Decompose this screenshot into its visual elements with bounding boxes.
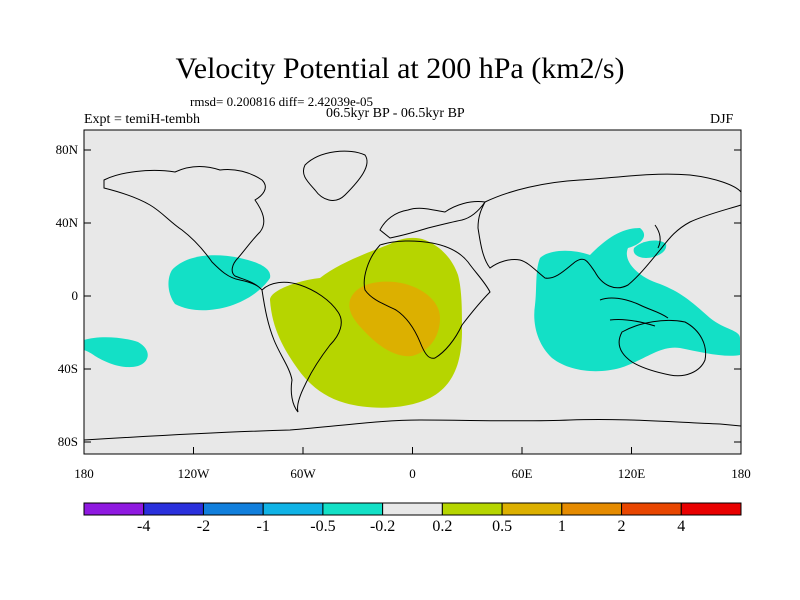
negative-region-japan (633, 240, 667, 258)
colorbar-label: 0.2 (432, 518, 453, 535)
negative-region-pacific-south (84, 337, 148, 368)
period-label: 06.5kyr BP - 06.5kyr BP (326, 106, 465, 121)
lat-label-40n: 40N (55, 215, 78, 230)
coast-asia (477, 173, 742, 289)
coastlines (83, 150, 742, 441)
coast-greenland (302, 150, 368, 201)
lat-label-0: 0 (71, 288, 79, 303)
lat-label-80s: 80S (57, 434, 78, 449)
colorbar-label: 0.5 (492, 518, 513, 535)
coast-indonesia (599, 297, 669, 327)
colorbar-box (202, 502, 264, 516)
lon-label-60e: 60E (511, 466, 533, 481)
colorbar-box (680, 502, 742, 516)
colorbar-box (561, 502, 623, 516)
season-label: DJF (710, 112, 734, 127)
colorbar-label: 2 (617, 518, 626, 535)
stats-label: rmsd= 0.200816 diff= 2.42039e-05 (190, 94, 374, 109)
colorbar-box (501, 502, 563, 516)
colorbar-label: 1 (557, 518, 566, 535)
colorbar-label: -2 (196, 518, 211, 535)
lon-label-120e: 120E (617, 466, 646, 481)
negative-region-pacific-east (168, 255, 271, 311)
lat-label-80n: 80N (55, 142, 78, 157)
lat-ticks (84, 149, 741, 443)
colorbar-box (322, 502, 384, 516)
coast-australia (618, 319, 707, 377)
coast-south-america (261, 281, 342, 413)
lon-label-60w: 60W (290, 466, 316, 481)
colorbar-label: -0.5 (310, 518, 336, 535)
colorbar-box (143, 502, 204, 516)
colorbar-box (441, 502, 503, 516)
lat-label-40s: 40S (57, 361, 78, 376)
lon-ticks (83, 447, 742, 454)
colorbar-box (262, 502, 324, 516)
lon-label-120w: 120W (177, 466, 210, 481)
colorbar-box (621, 502, 682, 516)
colorbar-label: -0.2 (369, 518, 396, 535)
lon-label-0: 0 (409, 466, 416, 481)
colorbar (83, 502, 742, 516)
lon-label-180w: 180 (74, 466, 94, 481)
colorbar-label: 4 (677, 518, 686, 535)
colorbar-label: -4 (137, 518, 151, 535)
negative-region-indian-ocean (534, 228, 740, 372)
colorbar-box (382, 502, 443, 516)
coast-africa (363, 240, 491, 359)
experiment-label: Expt = temiH-tembh (84, 112, 200, 127)
coast-japan (654, 224, 661, 249)
coast-north-america (103, 166, 266, 291)
lon-label-180e: 180 (731, 466, 751, 481)
positive-region-orange (349, 281, 440, 357)
coast-antarctica (83, 418, 742, 441)
colorbar-label: -1 (256, 518, 270, 535)
colorbar-box (83, 502, 145, 516)
anomaly-regions (84, 228, 740, 408)
chart-title: Velocity Potential at 200 hPa (km2/s) (175, 52, 625, 85)
